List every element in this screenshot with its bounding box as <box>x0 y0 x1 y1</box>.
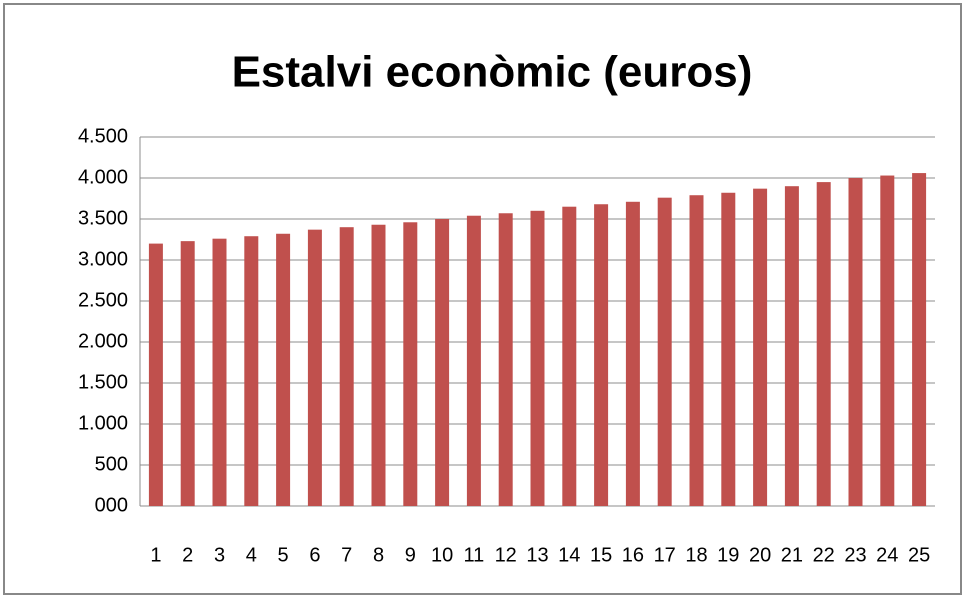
y-tick-label: 000 <box>95 494 128 516</box>
y-tick-label: 1.500 <box>78 371 128 393</box>
x-tick-label: 4 <box>246 544 257 566</box>
bar <box>912 173 927 506</box>
chart-title: Estalvi econòmic (euros) <box>232 48 753 97</box>
bar <box>625 201 640 506</box>
bar <box>880 175 895 507</box>
y-tick-label: 3.000 <box>78 248 128 270</box>
y-tick-label: 4.000 <box>78 166 128 188</box>
bar <box>753 188 768 506</box>
x-tick-label: 23 <box>844 544 866 566</box>
bar <box>816 182 831 506</box>
x-tick-label: 12 <box>495 544 517 566</box>
bar <box>530 210 545 507</box>
bar <box>594 204 609 507</box>
x-tick-label: 20 <box>749 544 771 566</box>
x-tick-label: 17 <box>654 544 676 566</box>
bar <box>784 186 799 506</box>
bar <box>562 206 577 506</box>
x-tick-label: 14 <box>558 544 580 566</box>
x-tick-label: 25 <box>908 544 930 566</box>
bar <box>307 229 322 506</box>
bar <box>276 233 291 506</box>
bar <box>180 241 195 506</box>
bar <box>148 243 163 506</box>
bar <box>498 213 513 506</box>
x-tick-label: 6 <box>309 544 320 566</box>
bar <box>212 238 227 506</box>
chart-frame <box>3 3 962 595</box>
y-tick-label: 2.000 <box>78 330 128 352</box>
bar <box>466 215 481 506</box>
x-tick-label: 24 <box>876 544 898 566</box>
bar <box>339 227 354 506</box>
x-tick-label: 10 <box>431 544 453 566</box>
bar <box>403 222 418 506</box>
x-tick-label: 13 <box>526 544 548 566</box>
y-tick-label: 2.500 <box>78 289 128 311</box>
x-tick-label: 19 <box>717 544 739 566</box>
y-tick-label: 1.000 <box>78 412 128 434</box>
y-tick-label: 500 <box>95 453 128 475</box>
x-tick-label: 21 <box>781 544 803 566</box>
bar <box>244 236 259 506</box>
bar <box>657 197 672 506</box>
x-tick-label: 7 <box>341 544 352 566</box>
bar <box>848 178 863 506</box>
x-tick-label: 11 <box>464 544 485 566</box>
x-tick-label: 18 <box>685 544 707 566</box>
bar <box>435 219 450 506</box>
y-tick-label: 3.500 <box>78 207 128 229</box>
x-tick-label: 15 <box>590 544 612 566</box>
x-tick-label: 2 <box>182 544 193 566</box>
x-tick-label: 9 <box>405 544 416 566</box>
bar <box>371 224 386 507</box>
x-tick-label: 8 <box>373 544 384 566</box>
x-tick-label: 5 <box>278 544 289 566</box>
x-tick-label: 16 <box>622 544 644 566</box>
x-tick-label: 22 <box>813 544 835 566</box>
y-tick-label: 4.500 <box>78 125 128 147</box>
bar <box>721 192 736 506</box>
x-tick-label: 1 <box>150 544 161 566</box>
x-tick-label: 3 <box>214 544 225 566</box>
bar <box>689 195 704 506</box>
